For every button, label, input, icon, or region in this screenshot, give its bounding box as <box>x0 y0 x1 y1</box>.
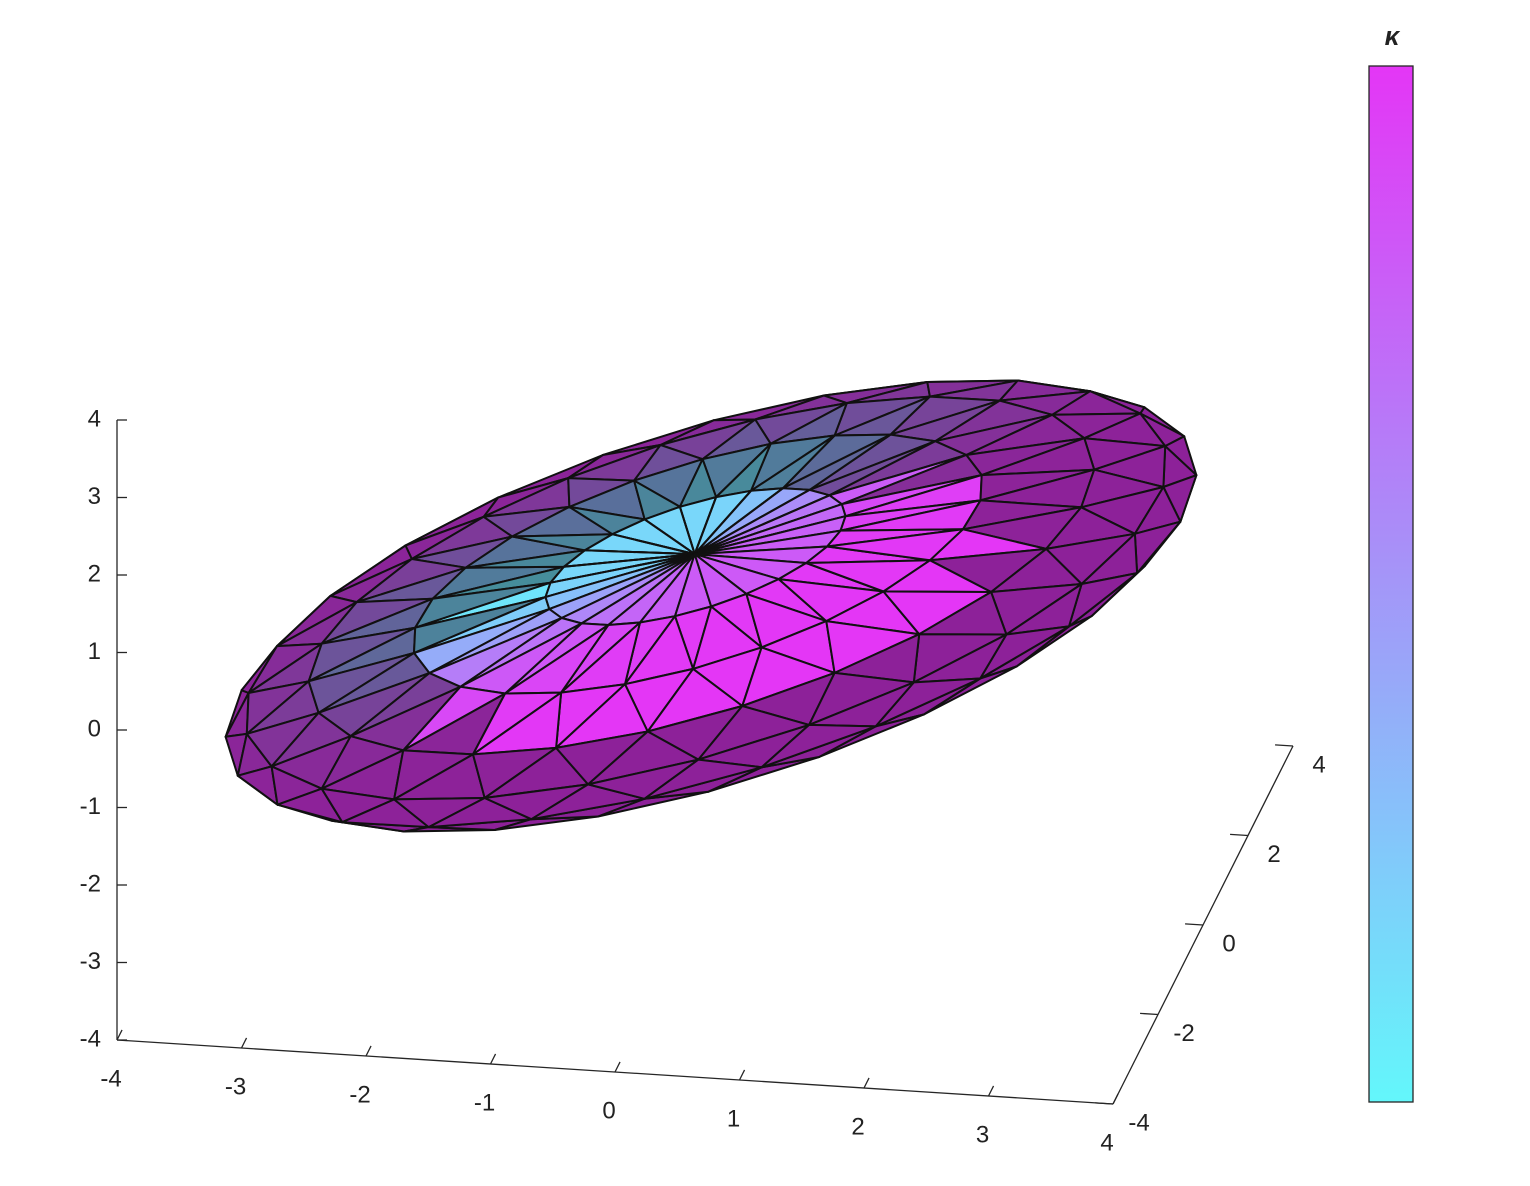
y-tick-label: 2 <box>1267 841 1280 868</box>
y-tick <box>1095 1102 1114 1105</box>
mesh-face <box>693 487 784 556</box>
mesh-face <box>224 692 250 738</box>
mesh-face <box>693 496 718 556</box>
x-tick-label: 0 <box>602 1097 615 1124</box>
mesh-face <box>549 553 696 584</box>
mesh-face <box>693 489 752 556</box>
y-tick-label: -2 <box>1173 1020 1194 1047</box>
x-tick <box>1112 1093 1119 1105</box>
z-tick-label: 3 <box>88 483 101 510</box>
colorbar <box>1368 65 1414 1103</box>
x-tick <box>614 1061 621 1073</box>
y-tick <box>1185 923 1204 926</box>
mesh-face <box>611 533 696 556</box>
x-tick <box>863 1077 870 1089</box>
x-tick <box>116 1029 123 1041</box>
y-tick <box>1275 744 1294 747</box>
mesh-face <box>678 505 696 556</box>
x-tick <box>240 1037 248 1049</box>
z-tick-label: -3 <box>80 948 101 975</box>
mesh-face <box>693 494 831 556</box>
x-tick-label: -2 <box>349 1081 370 1108</box>
z-tick-label: 0 <box>88 715 101 742</box>
y-tick <box>1230 833 1249 837</box>
x-tick-label: -3 <box>225 1073 246 1100</box>
mesh-face <box>643 758 763 800</box>
x-tick-label: 3 <box>976 1121 989 1148</box>
mesh-face <box>562 553 696 568</box>
x-tick-label: 1 <box>727 1105 740 1132</box>
colorbar-label: κ <box>1385 21 1401 51</box>
y-tick-label: 0 <box>1222 930 1235 957</box>
x-tick-label: 2 <box>851 1113 864 1140</box>
mesh-face <box>760 723 877 769</box>
z-tick-label: 1 <box>88 638 101 665</box>
x-tick-label: -1 <box>474 1089 495 1116</box>
x-tick-label: -4 <box>100 1065 121 1092</box>
x-tick <box>365 1045 372 1057</box>
x-tick <box>738 1069 746 1081</box>
x-tick-label: 4 <box>1100 1129 1113 1156</box>
y-tick <box>1140 1012 1159 1016</box>
mesh <box>224 379 1198 833</box>
mesh-face <box>693 488 811 556</box>
y-tick-label: 4 <box>1312 751 1325 778</box>
z-tick-label: -2 <box>80 870 101 897</box>
mesh-face <box>643 518 696 556</box>
x-tick <box>987 1085 995 1097</box>
z-tick-label: 2 <box>88 560 101 587</box>
x-tick <box>489 1053 497 1065</box>
z-tick-label: -4 <box>80 1025 101 1052</box>
z-tick-label: 4 <box>88 405 101 432</box>
y-tick-label: -4 <box>1128 1109 1149 1136</box>
z-tick-label: -1 <box>80 793 101 820</box>
mesh-face <box>583 549 696 556</box>
